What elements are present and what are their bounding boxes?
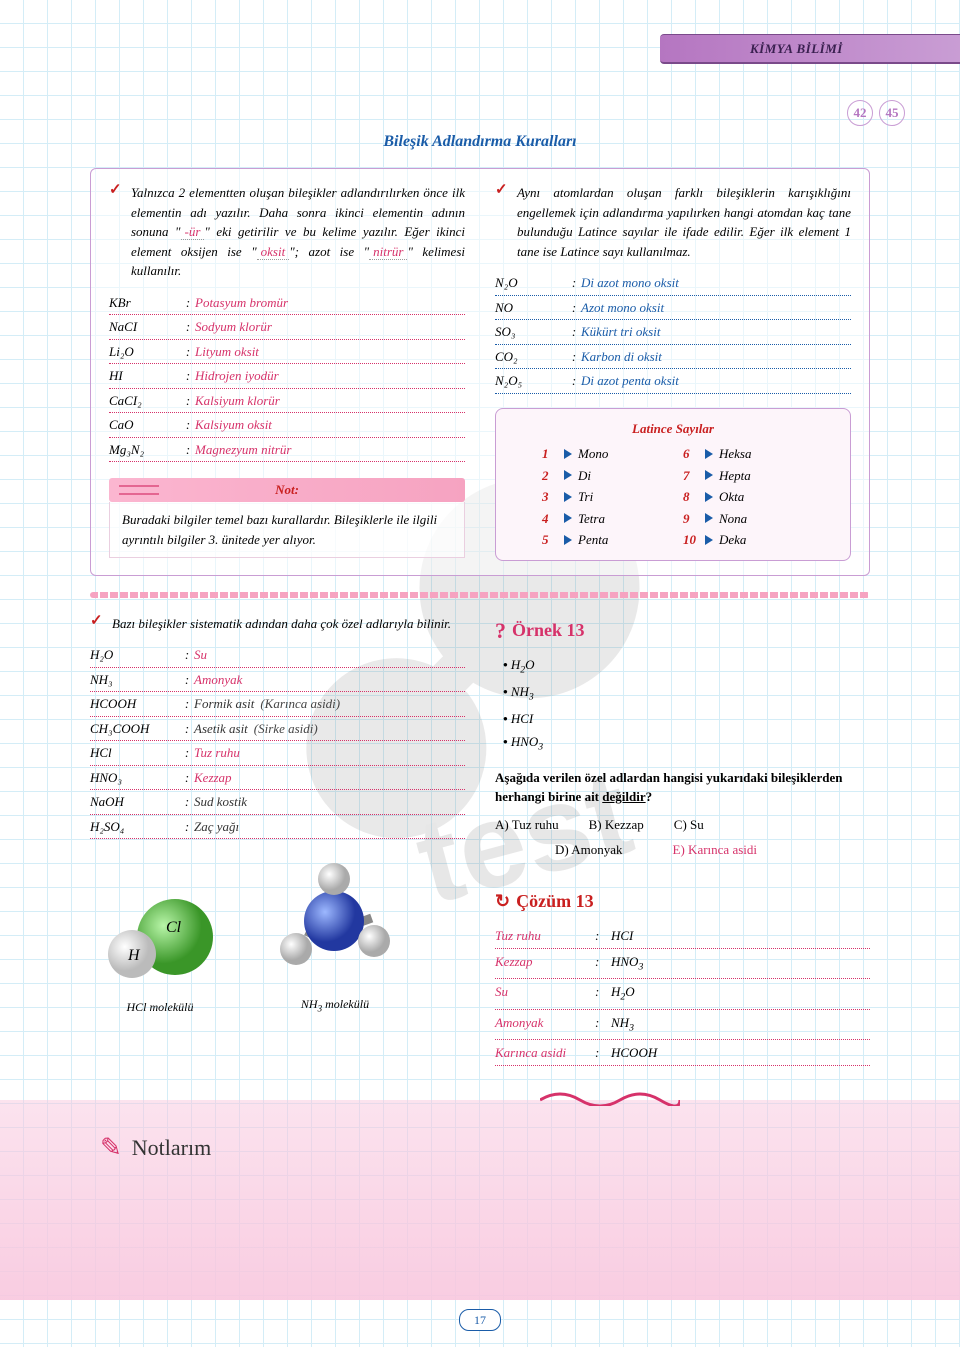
right-column: Aynı atomlardan oluşan farklı bileşikler… [495,183,851,561]
opt-e[interactable]: E) Karınca asidi [673,840,757,860]
latin-item: 4Tetra [542,509,663,529]
bullet-item: HNO3 [503,730,870,757]
nh3-label: NH3 molekülü [301,995,369,1016]
notes-section: ✎ Notlarım [0,1100,960,1300]
bullet-item: H2O [503,653,870,680]
hcl-molecule: H Cl HCl molekülü [100,882,220,1016]
lower-left: Bazı bileşikler sistematik adından daha … [90,614,465,1067]
solution-table: Tuz ruhu:HCIKezzap:HNO3Su:H2OAmonyak:NH3… [495,923,870,1067]
options-row2: D) Amonyak E) Karınca asidi [495,840,870,860]
latin-item: 9Nona [683,509,804,529]
def-row: CaO:Kalsiyum oksit [109,413,465,438]
ornek-bullets: H2ONH3HCIHNO3 [503,653,870,758]
def-row: NO:Azot mono oksit [495,296,851,321]
def-row: N₂O:Di azot mono oksit [495,271,851,296]
note-body: Buradaki bilgiler temel bazı kurallardır… [109,502,465,558]
def-row: NaCI:Sodyum klorür [109,315,465,340]
def-row: Mg₃N₂:Magnezyum nitrür [109,438,465,463]
def-row: N₂O₅:Di azot penta oksit [495,369,851,394]
left-column: Yalnızca 2 elementten oluşan bileşikler … [109,183,465,561]
latin-item: 1Mono [542,444,663,464]
pin-icon: ✎ [100,1128,122,1167]
options-row1: A) Tuz ruhu B) Kezzap C) Su [495,815,870,835]
notes-title: ✎ Notlarım [100,1128,860,1167]
latin-box: Latince Sayılar 1Mono 6Heksa 2Di 7Hepta 3Tri… [495,408,851,561]
def-row: HCl:Tuz ruhu [90,741,465,766]
solution-icon: ↻ [495,888,510,915]
right-def-table: N₂O:Di azot mono oksitNO:Azot mono oksit… [495,271,851,394]
def-row: KBr:Potasyum bromür [109,291,465,316]
solution-row: Karınca asidi:HCOOH [495,1040,870,1067]
note-box: Not: Buradaki bilgiler temel bazı kurall… [109,478,465,558]
check-icon [109,183,123,197]
question-icon: ? [495,614,506,647]
solution-row: Tuz ruhu:HCI [495,923,870,950]
special-def-table: H₂O:SuNH₃:AmonyakHCOOH:Formik asit(Karın… [90,643,465,839]
def-row: CH₃COOH:Asetik asit(Sirke asidi) [90,717,465,742]
latin-item: 6Heksa [683,444,804,464]
latin-item: 3Tri [542,487,663,507]
check-icon [90,614,104,628]
def-row: CaCI₂:Kalsiyum klorür [109,389,465,414]
latin-item: 5Penta [542,530,663,550]
nh3-molecule: NH3 molekülü [260,859,410,1016]
latin-item: 10Deka [683,530,804,550]
rules-box: Yalnızca 2 elementten oluşan bileşikler … [90,168,870,576]
def-row: NH₃:Amonyak [90,668,465,693]
bullet-item: HCI [503,707,870,731]
solution-row: Amonyak:NH3 [495,1010,870,1040]
cozum-header: ↻ Çözüm 13 [495,888,870,915]
opt-c[interactable]: C) Su [674,815,704,835]
check-icon [495,183,509,197]
left-paragraph: Yalnızca 2 elementten oluşan bileşikler … [131,183,465,281]
molecules: H Cl HCl molekülü [90,859,465,1016]
hcl-label: HCl molekülü [127,998,194,1016]
bullet-item: NH3 [503,680,870,707]
def-row: HCOOH:Formik asit(Karınca asidi) [90,692,465,717]
note-title: Not: [275,480,299,500]
def-row: Li₂O:Lityum oksit [109,340,465,365]
right-paragraph: Aynı atomlardan oluşan farklı bileşikler… [517,183,851,261]
def-row: HI:Hidrojen iyodür [109,364,465,389]
opt-a[interactable]: A) Tuz ruhu [495,815,559,835]
opt-b[interactable]: B) Kezzap [589,815,644,835]
notes-wave [540,1086,680,1106]
svg-text:H: H [127,947,141,964]
solution-row: Kezzap:HNO3 [495,949,870,979]
def-row: NaOH:Sud kostik [90,790,465,815]
def-row: CO₂:Karbon di oksit [495,345,851,370]
main-title: Bileşik Adlandırma Kuralları [55,130,905,154]
special-intro: Bazı bileşikler sistematik adından daha … [112,614,451,634]
ornek-header: ? Örnek 13 [495,614,870,647]
wavy-divider [90,592,870,598]
opt-d[interactable]: D) Amonyak [555,840,623,860]
lower-right: ? Örnek 13 H2ONH3HCIHNO3 Aşağıda verilen… [495,614,870,1067]
latin-item: 8Okta [683,487,804,507]
latin-title: Latince Sayılar [512,419,834,439]
question-text: Aşağıda verilen özel adlardan hangisi yu… [495,768,870,807]
latin-item: 2Di [542,466,663,486]
def-row: SO₃:Kükürt tri oksit [495,320,851,345]
latin-item: 7Hepta [683,466,804,486]
solution-row: Su:H2O [495,979,870,1009]
page-number: 17 [459,1309,501,1331]
def-row: HNO₃:Kezzap [90,766,465,791]
def-row: H₂SO₄:Zaç yağı [90,815,465,840]
left-def-table: KBr:Potasyum bromürNaCI:Sodyum klorürLi₂… [109,291,465,463]
svg-text:Cl: Cl [166,919,182,936]
def-row: H₂O:Su [90,643,465,668]
